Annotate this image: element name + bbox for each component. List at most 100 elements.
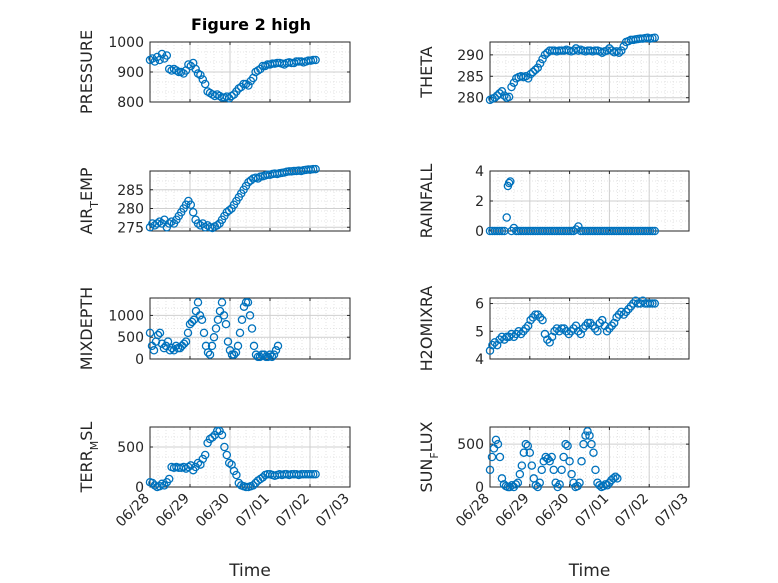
data-point [650,226,660,236]
y-tick-label: 900 [117,65,144,81]
data-point [574,222,583,231]
x-tick-label: 07/02 [612,491,652,531]
y-tick-label: 0 [135,480,144,496]
data-point [537,465,546,475]
data-point [543,335,552,344]
data-point [200,79,210,89]
data-point [553,482,562,492]
x-tick-label: 06/28 [113,491,153,531]
data-point [589,448,598,457]
data-point [557,465,566,475]
data-point [273,341,283,351]
data-point [540,329,550,339]
data-point [645,299,655,308]
data-point [574,327,583,336]
data-point [224,206,234,215]
data-point [525,448,535,457]
data-point [617,307,626,317]
data-point [306,469,316,479]
data-point [311,164,320,174]
data-point [181,337,191,346]
data-point [248,481,258,490]
y-axis-label-main: TERR [77,450,96,493]
data-point [562,327,571,336]
data-point [512,329,521,339]
data-point [559,452,568,462]
subplot-5: 0 500 1000 MIXDEPTH [77,287,351,370]
y-tick-label: 500 [117,330,144,346]
data-point [207,341,217,351]
data-point [506,177,515,186]
data-point [547,332,557,342]
data-point [165,346,175,355]
y-axis-label-main: AIR [77,208,96,235]
data-point [650,33,660,42]
data-point [235,328,245,338]
data-point [153,330,163,340]
y-tick-label: 280 [457,91,484,107]
y-tick-label: 0 [135,352,144,368]
data-point [164,474,174,484]
data-point [219,311,229,320]
x-tick-label: 06/29 [493,491,533,531]
y-tick-label: 285 [457,69,484,85]
data-point [504,332,514,342]
subplot-7: 0 500 TERRMSL 06/28 06/29 06/30 07/01 07/02 07/0… [77,422,353,581]
data-point [543,454,552,463]
data-point [597,315,607,325]
data-point [163,337,173,346]
data-point [489,444,499,453]
data-point [613,474,622,483]
data-point [547,452,556,462]
x-tick-label: 06/30 [533,491,573,531]
data-point [516,329,526,339]
data-point [587,439,596,449]
data-point [490,93,500,102]
data-point [203,348,213,357]
data-point [607,321,617,330]
data-point [267,352,277,362]
axes-box [489,41,690,103]
data-point [533,482,543,492]
data-point [197,315,207,325]
y-axis-label-main: H2OMIXRA [417,286,436,372]
x-axis-label: Time [228,561,271,581]
y-axis-label: PRESSURE [77,30,96,114]
data-point [531,65,540,75]
y-tick-label: 800 [117,95,144,111]
y-axis-label-main: MIXDEPTH [77,287,96,370]
data-point [221,319,231,329]
data-point [523,441,533,451]
data-point [535,59,545,68]
subplot-4: 0 2 4 RAINFALL [417,164,690,240]
data-point [239,79,248,89]
data-point [578,324,588,333]
axes-box [489,426,690,488]
data-point [488,340,497,350]
data-point [583,318,593,328]
data-point [490,338,500,347]
data-point [595,318,605,328]
data-point [521,72,531,81]
data-point [152,219,162,228]
data-point [535,478,545,487]
data-point [564,329,574,339]
y-axis-label: AIRTEMP [77,167,101,234]
data-point [519,448,529,457]
data-point [523,74,533,83]
data-point [619,310,628,319]
x-tick-label: 07/02 [273,491,313,531]
data-point [150,57,160,66]
data-point [500,91,509,100]
data-point [527,461,537,470]
y-tick-label: 5 [475,324,484,340]
data-point [624,304,633,314]
data-point [211,324,221,333]
x-axis-label: Time [568,561,611,581]
data-point [531,310,540,319]
data-point [189,315,199,325]
data-point [626,302,636,311]
y-axis-label: RAINFALL [417,164,436,239]
data-point [495,89,504,98]
data-point [504,92,514,102]
